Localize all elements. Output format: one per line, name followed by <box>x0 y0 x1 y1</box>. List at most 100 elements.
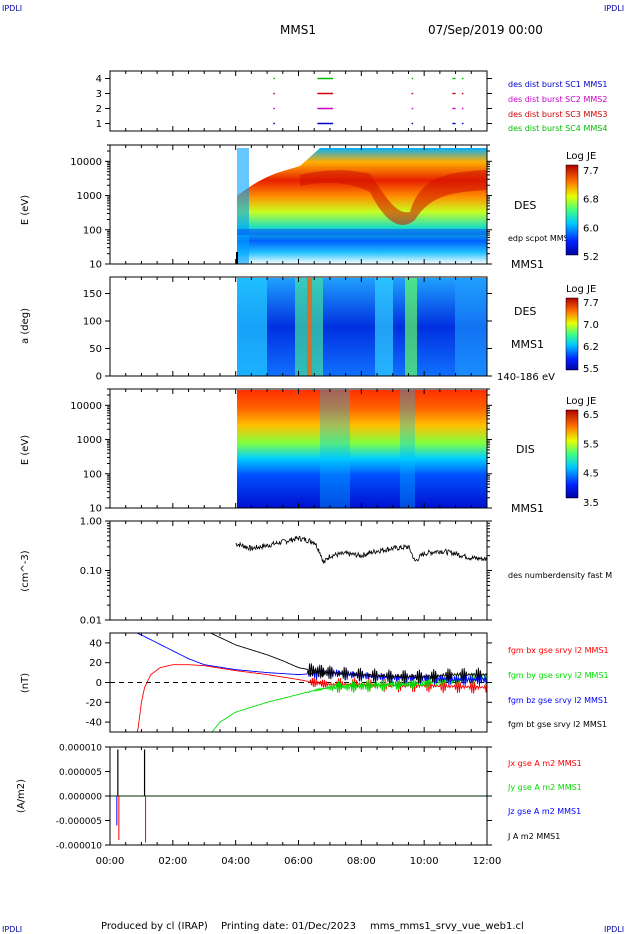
bfield-line-bx <box>110 664 488 733</box>
des-energy-spectrogram <box>237 148 487 264</box>
legend-jz: Jz gse A m2 MMS1 <box>507 807 581 816</box>
panel-dis-energy: 10000 1000 100 10 E (eV) DIS MMS1 Log JE 6.… <box>20 388 599 515</box>
ytick-label: 100 <box>83 317 102 328</box>
ytick-label: 10 <box>89 504 102 515</box>
des-pitch-colorbar <box>565 297 579 371</box>
panel-density-frame <box>109 520 488 621</box>
ytick-label: -20 <box>86 698 102 709</box>
panel-density: 1.00 0.10 0.01 (cm^-3) des numberdensity f… <box>20 517 612 627</box>
dis-energy-disturbance-2 <box>400 390 415 508</box>
legend-bz: fgm bz gse srvy l2 MMS1 <box>508 696 608 705</box>
footer-filename: mms_mms1_srvy_vue_web1.cl <box>370 921 524 932</box>
panel-availability: 4 3 2 1 des dist burst SC1 MMS1 des dist bu… <box>96 70 607 133</box>
dis-energy-label: DIS <box>516 443 535 456</box>
panel-current-density-yticks: 0.000010 0.000005 0.000000 -0.000005 -0.0000… <box>56 744 492 852</box>
legend-jy: Jy gse A m2 MMS1 <box>507 783 582 792</box>
legend-by: fgm by gse srvy l2 MMS1 <box>508 671 609 680</box>
colorbar-tick-label: 7.7 <box>583 166 599 177</box>
ytick-label: 3 <box>96 89 102 100</box>
ytick-label: -0.000005 <box>56 817 102 827</box>
ytick-label: 0.000000 <box>59 793 102 803</box>
bfield-ylabel: (nT) <box>20 673 31 693</box>
colorbar-tick-label: 5.5 <box>583 439 599 450</box>
legend-sc3: des dist burst SC3 MMS3 <box>508 110 607 119</box>
ytick-label: 4 <box>96 74 102 85</box>
page-title: MMS1 <box>280 23 316 37</box>
density-series <box>235 535 488 564</box>
panel-density-yticks: 1.00 0.10 0.01 <box>80 517 492 627</box>
des-pitch-stripe-1 <box>237 278 267 376</box>
colorbar-tick-label: 7.7 <box>583 298 599 309</box>
legend-sc4: des dist burst SC4 MMS4 <box>508 124 607 133</box>
dis-energy-colorbar <box>565 409 579 499</box>
ytick-label: 0 <box>96 372 102 383</box>
des-pitch-label: DES <box>514 305 536 318</box>
footer-produced: Produced by cl (IRAP) <box>101 921 208 932</box>
xtick-label: 04:00 <box>221 856 250 867</box>
des-energy-colorbar <box>565 164 579 256</box>
dis-energy-colorbar-title: Log JE <box>566 396 596 407</box>
des-pitch-colorbar-ticks: 7.7 7.0 6.2 5.5 <box>583 298 599 375</box>
ytick-label: 0.000010 <box>59 744 102 754</box>
des-energy-colorbar-ticks: 7.7 6.8 6.0 5.2 <box>583 166 599 263</box>
dis-energy-disturbance-1 <box>320 390 350 508</box>
xtick-label: 12:00 <box>473 856 502 867</box>
des-pitch-stripe-3 <box>307 278 312 376</box>
current-series <box>110 749 487 843</box>
panel-des-energy: 10000 1000 100 10 E (eV) DES edp scpot MMS1… <box>20 144 599 271</box>
des-pitch-colorbar-title: Log JE <box>566 284 596 295</box>
des-energy-extra: edp scpot MMS1 <box>508 234 574 243</box>
panel-dis-energy-yticks: 10000 1000 100 10 <box>70 388 492 515</box>
page-datetime: 07/Sep/2019 00:00 <box>428 23 543 37</box>
ytick-label: 1.00 <box>80 517 102 528</box>
panel-availability-data <box>273 77 464 125</box>
density-ylabel: (cm^-3) <box>20 550 31 591</box>
panel-des-pitch: 150 100 50 0 a (deg) DES MMS1 140-186 eV Lo… <box>20 276 599 383</box>
xtick-label: 02:00 <box>158 856 187 867</box>
des-pitch-bottom-label: MMS1 <box>511 338 544 351</box>
ytick-label: -0.000010 <box>56 842 102 852</box>
panel-magnetic-field-yticks: 40 20 0 -20 -40 <box>86 638 492 729</box>
ytick-label: 10 <box>89 260 102 271</box>
des-energy-peak-band <box>300 170 487 225</box>
colorbar-tick-label: 6.0 <box>583 223 599 234</box>
colorbar-tick-label: 4.5 <box>583 469 599 480</box>
des-energy-onset-band <box>237 148 249 264</box>
des-pitch-ylabel: a (deg) <box>20 308 31 344</box>
xtick-label: 06:00 <box>284 856 313 867</box>
des-pitch-stripe-6 <box>455 278 487 376</box>
footer-printing-date: Printing date: 01/Dec/2023 <box>221 921 356 932</box>
legend-bt: fgm bt gse srvy l2 MMS1 <box>508 720 607 729</box>
xtick-label: 00:00 <box>96 856 125 867</box>
des-pitch-stripe-5 <box>405 278 417 376</box>
panel-des-pitch-yticks: 150 100 50 0 <box>83 289 492 383</box>
bfield-line-bt <box>110 632 488 684</box>
colorbar-tick-label: 3.5 <box>583 498 599 509</box>
panel-availability-frame <box>109 70 488 132</box>
ytick-label: 1000 <box>77 435 102 446</box>
x-axis: 00:00 02:00 04:00 06:00 08:00 10:00 12:00 <box>96 71 502 867</box>
legend-jt: J A m2 MMS1 <box>507 832 560 841</box>
bfield-series <box>110 632 488 733</box>
panel-des-energy-yticks: 10000 1000 100 10 <box>70 144 492 271</box>
density-line <box>235 535 488 564</box>
panel-availability-yticks: 4 3 2 1 <box>96 74 492 130</box>
xtick-label: 10:00 <box>410 856 439 867</box>
ytick-label: 0 <box>96 678 102 689</box>
ytick-label: 20 <box>89 658 102 669</box>
des-energy-colorbar-title: Log JE <box>566 151 596 162</box>
ytick-label: 0.000005 <box>59 768 102 778</box>
ytick-label: 0.01 <box>80 616 102 627</box>
corner-mark-br: IPDLI <box>604 925 624 934</box>
dis-energy-colorbar-ticks: 6.5 5.5 4.5 3.5 <box>583 410 599 509</box>
dis-energy-ylabel: E (eV) <box>20 435 31 465</box>
ytick-label: 1 <box>96 119 102 130</box>
colorbar-tick-label: 6.8 <box>583 195 599 206</box>
ytick-label: 1000 <box>77 191 102 202</box>
density-legend: des numberdensity fast M <box>508 571 612 580</box>
legend-sc1: des dist burst SC1 MMS1 <box>508 80 607 89</box>
colorbar-tick-label: 7.0 <box>583 320 599 331</box>
corner-mark-tl: IPDLI <box>2 4 22 13</box>
des-energy-ylabel: E (eV) <box>20 195 31 225</box>
des-pitch-stripe-4 <box>375 278 393 376</box>
